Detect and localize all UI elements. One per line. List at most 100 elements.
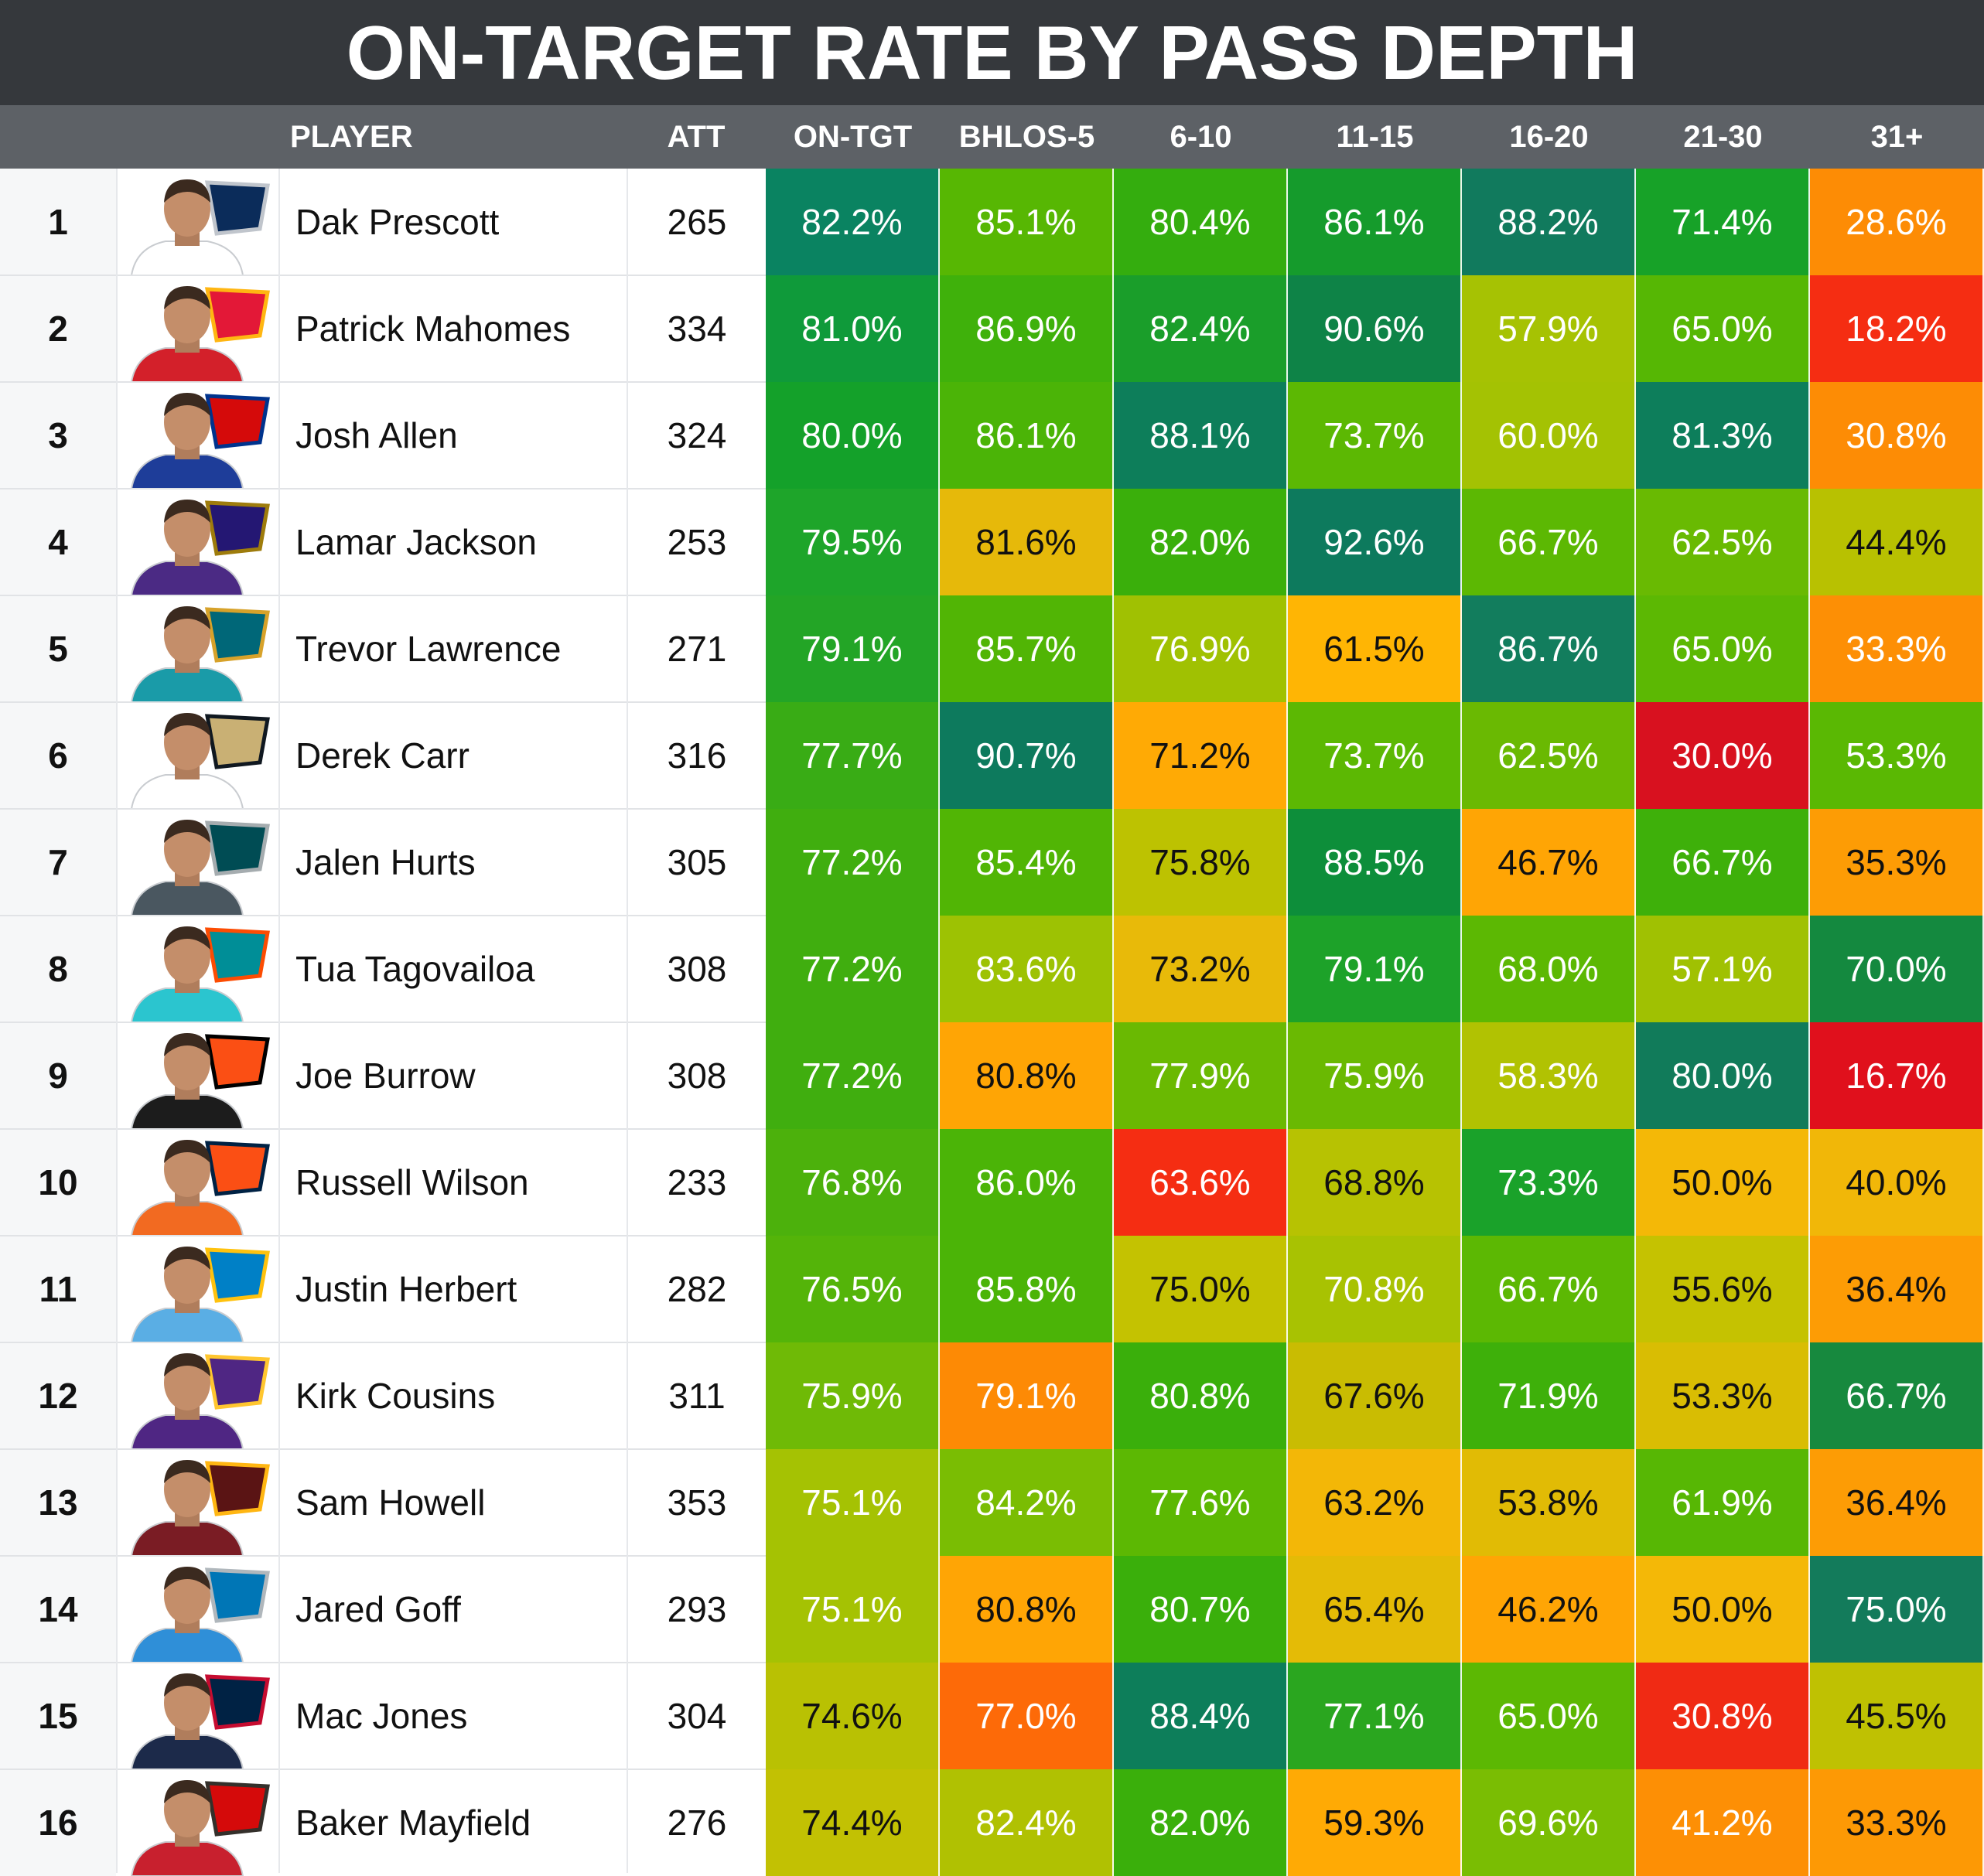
- value-cell-11-15: 67.6%: [1288, 1342, 1462, 1449]
- value-cell-6-10: 82.4%: [1114, 275, 1288, 382]
- player-avatar-icon: [130, 1247, 270, 1342]
- value-cell-on-tgt: 80.0%: [766, 382, 940, 489]
- jersey-shape: [130, 987, 244, 1022]
- table-row: 3 Josh Allen 324 80.0% 86.1% 88.1% 73.7% 60.0% 8…: [0, 382, 1984, 489]
- value-cell-16-20: 69.6%: [1462, 1769, 1636, 1876]
- player-name: Jared Goff: [280, 1556, 627, 1663]
- value-cell-31-plus: 36.4%: [1810, 1236, 1984, 1342]
- value-cell-21-30: 50.0%: [1636, 1556, 1810, 1663]
- jersey-shape: [130, 1734, 244, 1769]
- value-cell-16-20: 66.7%: [1462, 1236, 1636, 1342]
- header-31-plus: 31+: [1870, 119, 1924, 154]
- player-headshot: [116, 1129, 278, 1236]
- value-cell-on-tgt: 76.8%: [766, 1129, 940, 1236]
- rank-number: 16: [0, 1769, 116, 1876]
- value-cell-6-10: 82.0%: [1114, 1769, 1288, 1876]
- rank-number: 1: [0, 169, 116, 275]
- value-cell-on-tgt: 76.5%: [766, 1236, 940, 1342]
- value-cell-on-tgt: 74.4%: [766, 1769, 940, 1876]
- table-row: 7 Jalen Hurts 305 77.2% 85.4% 75.8% 88.5% 46.7%…: [0, 809, 1984, 916]
- value-cell-21-30: 53.3%: [1636, 1342, 1810, 1449]
- column-divider: [278, 169, 280, 1873]
- value-cell-11-15: 73.7%: [1288, 382, 1462, 489]
- player-headshot: [116, 1236, 278, 1342]
- player-name: Sam Howell: [280, 1449, 627, 1556]
- hair-shape: [164, 606, 210, 629]
- value-cell-on-tgt: 75.9%: [766, 1342, 940, 1449]
- value-cell-6-10: 77.9%: [1114, 1022, 1288, 1129]
- table-row: 8 Tua Tagovailoa 308 77.2% 83.6% 73.2% 79.1% 68…: [0, 916, 1984, 1022]
- rank-number: 4: [0, 489, 116, 595]
- value-cell-bhlos-5: 86.0%: [940, 1129, 1114, 1236]
- jersey-shape: [130, 561, 244, 595]
- player-avatar-icon: [130, 1353, 270, 1449]
- value-cell-31-plus: 70.0%: [1810, 916, 1984, 1022]
- value-cell-31-plus: 66.7%: [1810, 1342, 1984, 1449]
- attempts-value: 304: [628, 1663, 766, 1769]
- header-att: ATT: [667, 119, 726, 154]
- row-divider: [0, 1769, 766, 1770]
- player-avatar-icon: [130, 286, 270, 382]
- value-cell-bhlos-5: 80.8%: [940, 1022, 1114, 1129]
- attempts-value: 293: [628, 1556, 766, 1663]
- head-shape: [164, 501, 210, 557]
- value-cell-21-30: 65.0%: [1636, 595, 1810, 702]
- value-cell-11-15: 88.5%: [1288, 809, 1462, 916]
- player-headshot: [116, 1449, 278, 1556]
- player-name: Tua Tagovailoa: [280, 916, 627, 1022]
- table-row: 13 Sam Howell 353 75.1% 84.2% 77.6% 63.2% 53.8%…: [0, 1449, 1984, 1556]
- head-shape: [164, 1675, 210, 1731]
- value-cell-21-30: 30.8%: [1636, 1663, 1810, 1769]
- value-cell-31-plus: 35.3%: [1810, 809, 1984, 916]
- player-headshot: [116, 916, 278, 1022]
- value-cell-bhlos-5: 85.1%: [940, 169, 1114, 275]
- value-cell-bhlos-5: 80.8%: [940, 1556, 1114, 1663]
- hair-shape: [164, 1353, 210, 1376]
- row-divider: [0, 1555, 766, 1557]
- value-cell-6-10: 80.8%: [1114, 1342, 1288, 1449]
- hair-shape: [164, 1140, 210, 1163]
- hair-shape: [164, 1033, 210, 1056]
- player-avatar-icon: [130, 606, 270, 702]
- value-cell-11-15: 90.6%: [1288, 275, 1462, 382]
- value-cell-on-tgt: 77.7%: [766, 702, 940, 809]
- value-cell-6-10: 75.8%: [1114, 809, 1288, 916]
- value-cell-31-plus: 33.3%: [1810, 1769, 1984, 1876]
- hair-shape: [164, 1247, 210, 1270]
- head-shape: [164, 821, 210, 877]
- value-cell-16-20: 71.9%: [1462, 1342, 1636, 1449]
- attempts-value: 308: [628, 1022, 766, 1129]
- row-divider: [0, 595, 766, 596]
- head-shape: [164, 1782, 210, 1837]
- header-bhlos-5: BHLOS-5: [958, 119, 1095, 154]
- value-cell-31-plus: 36.4%: [1810, 1449, 1984, 1556]
- value-cell-11-15: 73.7%: [1288, 702, 1462, 809]
- value-cell-on-tgt: 74.6%: [766, 1663, 940, 1769]
- table-row: 1 Dak Prescott 265 82.2% 85.1% 80.4% 86.1% 88.2…: [0, 169, 1984, 275]
- value-cell-6-10: 80.4%: [1114, 169, 1288, 275]
- value-cell-6-10: 76.9%: [1114, 595, 1288, 702]
- value-cell-21-30: 80.0%: [1636, 1022, 1810, 1129]
- jersey-shape: [130, 1521, 244, 1556]
- jersey-shape: [130, 1628, 244, 1663]
- value-cell-bhlos-5: 90.7%: [940, 702, 1114, 809]
- attempts-value: 265: [628, 169, 766, 275]
- attempts-value: 282: [628, 1236, 766, 1342]
- row-divider: [0, 1342, 766, 1343]
- attempts-value: 311: [628, 1342, 766, 1449]
- value-cell-21-30: 81.3%: [1636, 382, 1810, 489]
- player-headshot: [116, 809, 278, 916]
- jersey-shape: [130, 774, 244, 809]
- value-cell-11-15: 75.9%: [1288, 1022, 1462, 1129]
- team-logo-icon: [204, 927, 270, 983]
- player-name: Justin Herbert: [280, 1236, 627, 1342]
- head-shape: [164, 608, 210, 663]
- value-cell-16-20: 60.0%: [1462, 382, 1636, 489]
- value-cell-16-20: 58.3%: [1462, 1022, 1636, 1129]
- player-name: Jalen Hurts: [280, 809, 627, 916]
- attempts-value: 276: [628, 1769, 766, 1876]
- rank-number: 9: [0, 1022, 116, 1129]
- attempts-value: 308: [628, 916, 766, 1022]
- value-cell-31-plus: 18.2%: [1810, 275, 1984, 382]
- value-cell-31-plus: 53.3%: [1810, 702, 1984, 809]
